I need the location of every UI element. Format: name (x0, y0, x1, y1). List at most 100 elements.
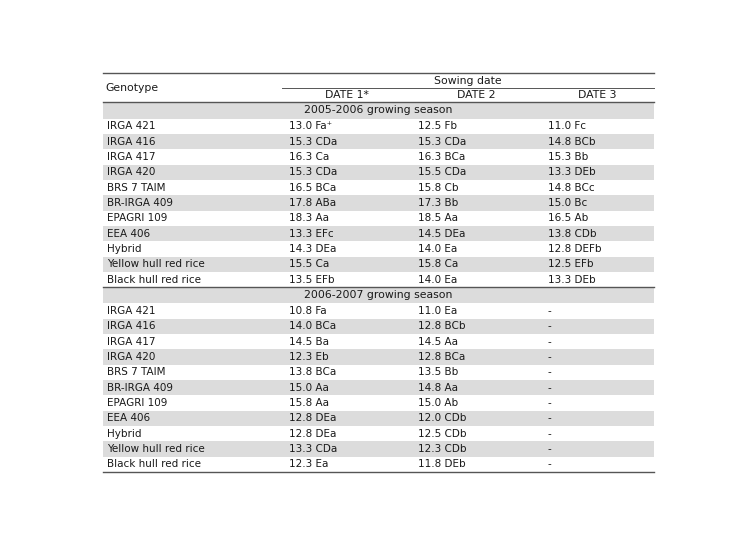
Text: Hybrid: Hybrid (107, 429, 141, 439)
Text: 15.5 Ca: 15.5 Ca (289, 259, 329, 269)
Text: 13.5 EFb: 13.5 EFb (289, 275, 334, 285)
Bar (103, 226, 654, 241)
Text: 17.8 ABa: 17.8 ABa (289, 198, 336, 208)
Text: BR-IRGA 409: BR-IRGA 409 (107, 198, 173, 208)
Text: BR-IRGA 409: BR-IRGA 409 (107, 383, 173, 393)
Text: Hybrid: Hybrid (107, 244, 141, 254)
Bar (103, 457, 654, 472)
Text: 14.5 DEa: 14.5 DEa (419, 229, 465, 239)
Text: -: - (548, 337, 551, 347)
Text: DATE 2: DATE 2 (457, 90, 496, 100)
Bar (103, 149, 654, 165)
Text: 15.0 Ab: 15.0 Ab (419, 398, 458, 408)
Text: -: - (548, 429, 551, 439)
Bar (103, 411, 654, 426)
Text: -: - (548, 414, 551, 424)
Text: 10.8 Fa: 10.8 Fa (289, 306, 326, 316)
Text: 15.3 Bb: 15.3 Bb (548, 152, 588, 162)
Bar (103, 287, 654, 304)
Text: Black hull red rice: Black hull red rice (107, 459, 201, 469)
Bar (103, 441, 654, 457)
Text: 13.3 DEb: 13.3 DEb (548, 275, 595, 285)
Text: 14.0 BCa: 14.0 BCa (289, 321, 336, 331)
Text: IRGA 421: IRGA 421 (107, 121, 155, 131)
Text: 12.8 DEFb: 12.8 DEFb (548, 244, 601, 254)
Text: 13.3 EFc: 13.3 EFc (289, 229, 334, 239)
Bar (103, 195, 654, 211)
Text: 2006-2007 growing season: 2006-2007 growing season (304, 290, 453, 300)
Text: 15.5 CDa: 15.5 CDa (419, 167, 466, 177)
Text: 15.8 Ca: 15.8 Ca (419, 259, 459, 269)
Text: 12.3 CDb: 12.3 CDb (419, 444, 467, 454)
Text: 14.0 Ea: 14.0 Ea (419, 275, 457, 285)
Bar (103, 350, 654, 365)
Text: IRGA 416: IRGA 416 (107, 137, 155, 147)
Bar (103, 118, 654, 134)
Text: 12.8 DEa: 12.8 DEa (289, 414, 336, 424)
Text: EEA 406: EEA 406 (107, 414, 150, 424)
Text: 14.5 Aa: 14.5 Aa (419, 337, 458, 347)
Text: -: - (548, 444, 551, 454)
Text: 2005-2006 growing season: 2005-2006 growing season (304, 106, 453, 116)
Bar (103, 334, 654, 350)
Bar (103, 395, 654, 411)
Text: EPAGRI 109: EPAGRI 109 (107, 213, 167, 223)
Text: IRGA 416: IRGA 416 (107, 321, 155, 331)
Text: -: - (548, 306, 551, 316)
Text: 11.0 Ea: 11.0 Ea (419, 306, 457, 316)
Text: 14.8 BCb: 14.8 BCb (548, 137, 595, 147)
Text: 16.3 Ca: 16.3 Ca (289, 152, 329, 162)
Bar (103, 211, 654, 226)
Text: 12.5 CDb: 12.5 CDb (419, 429, 467, 439)
Text: 15.8 Aa: 15.8 Aa (289, 398, 328, 408)
Text: 15.3 CDa: 15.3 CDa (289, 137, 337, 147)
Text: IRGA 417: IRGA 417 (107, 152, 155, 162)
Text: 11.0 Fc: 11.0 Fc (548, 121, 586, 131)
Text: DATE 3: DATE 3 (578, 90, 616, 100)
Text: 16.5 Ab: 16.5 Ab (548, 213, 588, 223)
Text: IRGA 420: IRGA 420 (107, 167, 155, 177)
Text: -: - (548, 352, 551, 362)
Text: Yellow hull red rice: Yellow hull red rice (107, 259, 205, 269)
Text: 15.0 Aa: 15.0 Aa (289, 383, 328, 393)
Text: 12.5 EFb: 12.5 EFb (548, 259, 593, 269)
Text: 11.8 DEb: 11.8 DEb (419, 459, 466, 469)
Text: 14.0 Ea: 14.0 Ea (419, 244, 457, 254)
Text: 13.8 CDb: 13.8 CDb (548, 229, 596, 239)
Text: 16.3 BCa: 16.3 BCa (419, 152, 465, 162)
Text: 16.5 BCa: 16.5 BCa (289, 182, 336, 192)
Text: 13.3 CDa: 13.3 CDa (289, 444, 337, 454)
Text: 12.3 Ea: 12.3 Ea (289, 459, 328, 469)
Text: 13.8 BCa: 13.8 BCa (289, 368, 336, 378)
Text: 15.8 Cb: 15.8 Cb (419, 182, 459, 192)
Text: Genotype: Genotype (106, 83, 159, 93)
Text: 17.3 Bb: 17.3 Bb (419, 198, 459, 208)
Text: 14.8 Aa: 14.8 Aa (419, 383, 458, 393)
Text: 13.3 DEb: 13.3 DEb (548, 167, 595, 177)
Bar (103, 380, 654, 395)
Text: -: - (548, 321, 551, 331)
Text: Yellow hull red rice: Yellow hull red rice (107, 444, 205, 454)
Text: Sowing date: Sowing date (434, 76, 502, 86)
Text: DATE 1*: DATE 1* (325, 90, 369, 100)
Text: 12.8 BCb: 12.8 BCb (419, 321, 465, 331)
Text: 15.3 CDa: 15.3 CDa (289, 167, 337, 177)
Text: 13.0 Fa⁺: 13.0 Fa⁺ (289, 121, 332, 131)
Text: -: - (548, 459, 551, 469)
Text: -: - (548, 398, 551, 408)
Bar (103, 304, 654, 319)
Text: 12.5 Fb: 12.5 Fb (419, 121, 457, 131)
Text: 12.8 BCa: 12.8 BCa (419, 352, 465, 362)
Text: BRS 7 TAIM: BRS 7 TAIM (107, 182, 166, 192)
Text: EEA 406: EEA 406 (107, 229, 150, 239)
Text: 15.3 CDa: 15.3 CDa (419, 137, 466, 147)
Text: -: - (548, 383, 551, 393)
Bar (103, 256, 654, 272)
Text: 13.5 Bb: 13.5 Bb (419, 368, 459, 378)
Bar (103, 180, 654, 195)
Bar (103, 272, 654, 287)
Text: 14.5 Ba: 14.5 Ba (289, 337, 328, 347)
Text: 12.8 DEa: 12.8 DEa (289, 429, 336, 439)
Bar (103, 102, 654, 118)
Text: -: - (548, 368, 551, 378)
